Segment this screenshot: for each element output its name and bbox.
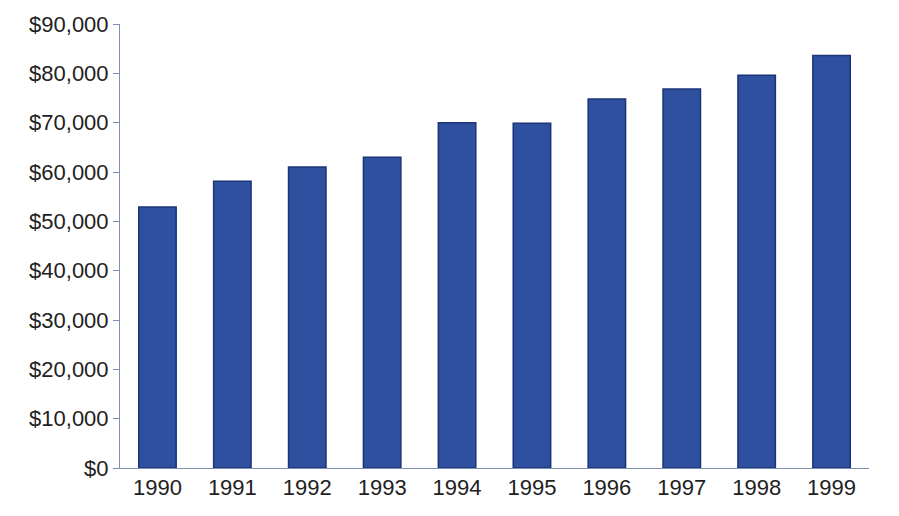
svg-text:$50,000: $50,000 <box>29 209 109 234</box>
svg-text:$40,000: $40,000 <box>29 258 109 283</box>
svg-text:1996: 1996 <box>582 475 631 500</box>
svg-text:1991: 1991 <box>208 475 257 500</box>
svg-text:$70,000: $70,000 <box>29 110 109 135</box>
svg-text:1994: 1994 <box>433 475 482 500</box>
svg-text:$90,000: $90,000 <box>29 12 109 37</box>
svg-text:$0: $0 <box>84 456 108 481</box>
svg-text:1992: 1992 <box>283 475 332 500</box>
svg-text:1993: 1993 <box>358 475 407 500</box>
svg-text:1999: 1999 <box>807 475 856 500</box>
svg-text:$20,000: $20,000 <box>29 357 109 382</box>
svg-text:$80,000: $80,000 <box>29 61 109 86</box>
svg-text:1995: 1995 <box>507 475 556 500</box>
svg-text:1990: 1990 <box>133 475 182 500</box>
svg-text:$60,000: $60,000 <box>29 160 109 185</box>
svg-text:1998: 1998 <box>732 475 781 500</box>
svg-text:$30,000: $30,000 <box>29 308 109 333</box>
svg-text:$10,000: $10,000 <box>29 406 109 431</box>
svg-text:1997: 1997 <box>657 475 706 500</box>
